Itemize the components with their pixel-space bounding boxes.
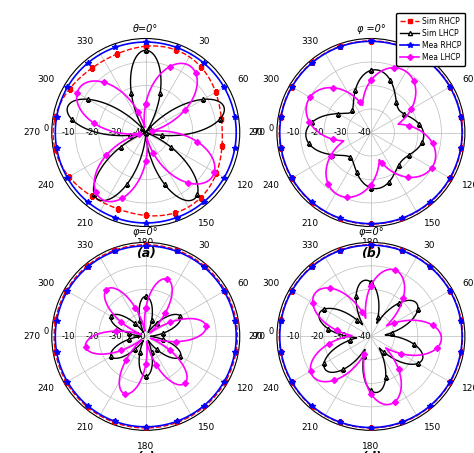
Text: 0: 0 bbox=[44, 328, 49, 336]
Text: -40: -40 bbox=[357, 128, 371, 137]
Text: 270: 270 bbox=[248, 128, 265, 137]
Text: -20: -20 bbox=[85, 128, 99, 137]
Text: 60: 60 bbox=[237, 279, 248, 288]
Text: 0: 0 bbox=[269, 124, 274, 132]
Text: 210: 210 bbox=[301, 219, 318, 228]
Text: 120: 120 bbox=[462, 181, 474, 190]
Text: 30: 30 bbox=[424, 37, 435, 46]
Text: 210: 210 bbox=[76, 423, 93, 432]
Text: -10: -10 bbox=[62, 128, 75, 137]
Text: -30: -30 bbox=[334, 332, 347, 341]
Legend: Sim RHCP, Sim LHCP, Mea RHCP, Mea LHCP: Sim RHCP, Sim LHCP, Mea RHCP, Mea LHCP bbox=[396, 13, 465, 66]
Title: φ =0°: φ =0° bbox=[356, 24, 385, 34]
Text: 330: 330 bbox=[76, 37, 93, 46]
Text: 150: 150 bbox=[424, 219, 441, 228]
Text: 120: 120 bbox=[237, 385, 254, 394]
Text: 300: 300 bbox=[37, 75, 55, 84]
Text: 60: 60 bbox=[462, 279, 474, 288]
Text: 180: 180 bbox=[137, 238, 155, 247]
Text: -20: -20 bbox=[310, 128, 324, 137]
Text: -40: -40 bbox=[132, 332, 146, 341]
Text: 0: 0 bbox=[269, 328, 274, 336]
Text: 90: 90 bbox=[251, 332, 263, 341]
Text: (d): (d) bbox=[361, 451, 381, 453]
Text: 30: 30 bbox=[199, 37, 210, 46]
Text: 120: 120 bbox=[237, 181, 254, 190]
Text: 180: 180 bbox=[137, 442, 155, 451]
Text: 330: 330 bbox=[301, 37, 318, 46]
Text: 330: 330 bbox=[76, 241, 93, 250]
Text: -10: -10 bbox=[287, 128, 301, 137]
Text: (c): (c) bbox=[137, 451, 155, 453]
Text: 60: 60 bbox=[237, 75, 248, 84]
Text: 240: 240 bbox=[263, 181, 280, 190]
Text: 270: 270 bbox=[23, 332, 40, 341]
Text: -30: -30 bbox=[334, 128, 347, 137]
Text: 180: 180 bbox=[362, 442, 380, 451]
Text: -40: -40 bbox=[132, 128, 146, 137]
Text: 210: 210 bbox=[76, 219, 93, 228]
Text: -30: -30 bbox=[109, 332, 122, 341]
Text: 90: 90 bbox=[251, 128, 263, 137]
Text: -30: -30 bbox=[109, 128, 122, 137]
Text: -10: -10 bbox=[287, 332, 301, 341]
Text: 150: 150 bbox=[199, 423, 216, 432]
Text: 240: 240 bbox=[37, 385, 55, 394]
Text: 300: 300 bbox=[37, 279, 55, 288]
Text: 30: 30 bbox=[424, 241, 435, 250]
Text: 240: 240 bbox=[263, 385, 280, 394]
Text: 150: 150 bbox=[424, 423, 441, 432]
Text: (a): (a) bbox=[136, 247, 155, 260]
Text: 0: 0 bbox=[44, 124, 49, 132]
Text: 180: 180 bbox=[362, 238, 380, 247]
Text: -20: -20 bbox=[85, 332, 99, 341]
Text: 60: 60 bbox=[462, 75, 474, 84]
Text: 270: 270 bbox=[248, 332, 265, 341]
Text: 330: 330 bbox=[301, 241, 318, 250]
Text: (b): (b) bbox=[361, 247, 381, 260]
Title: φ=0°: φ=0° bbox=[358, 227, 384, 237]
Text: 300: 300 bbox=[263, 75, 280, 84]
Text: 300: 300 bbox=[263, 279, 280, 288]
Text: -20: -20 bbox=[310, 332, 324, 341]
Text: 210: 210 bbox=[301, 423, 318, 432]
Text: 120: 120 bbox=[462, 385, 474, 394]
Text: 30: 30 bbox=[199, 241, 210, 250]
Text: 150: 150 bbox=[199, 219, 216, 228]
Text: -40: -40 bbox=[357, 332, 371, 341]
Text: -10: -10 bbox=[62, 332, 75, 341]
Title: θ=0°: θ=0° bbox=[133, 24, 158, 34]
Text: 270: 270 bbox=[23, 128, 40, 137]
Title: φ=0°: φ=0° bbox=[133, 227, 159, 237]
Text: 240: 240 bbox=[37, 181, 55, 190]
